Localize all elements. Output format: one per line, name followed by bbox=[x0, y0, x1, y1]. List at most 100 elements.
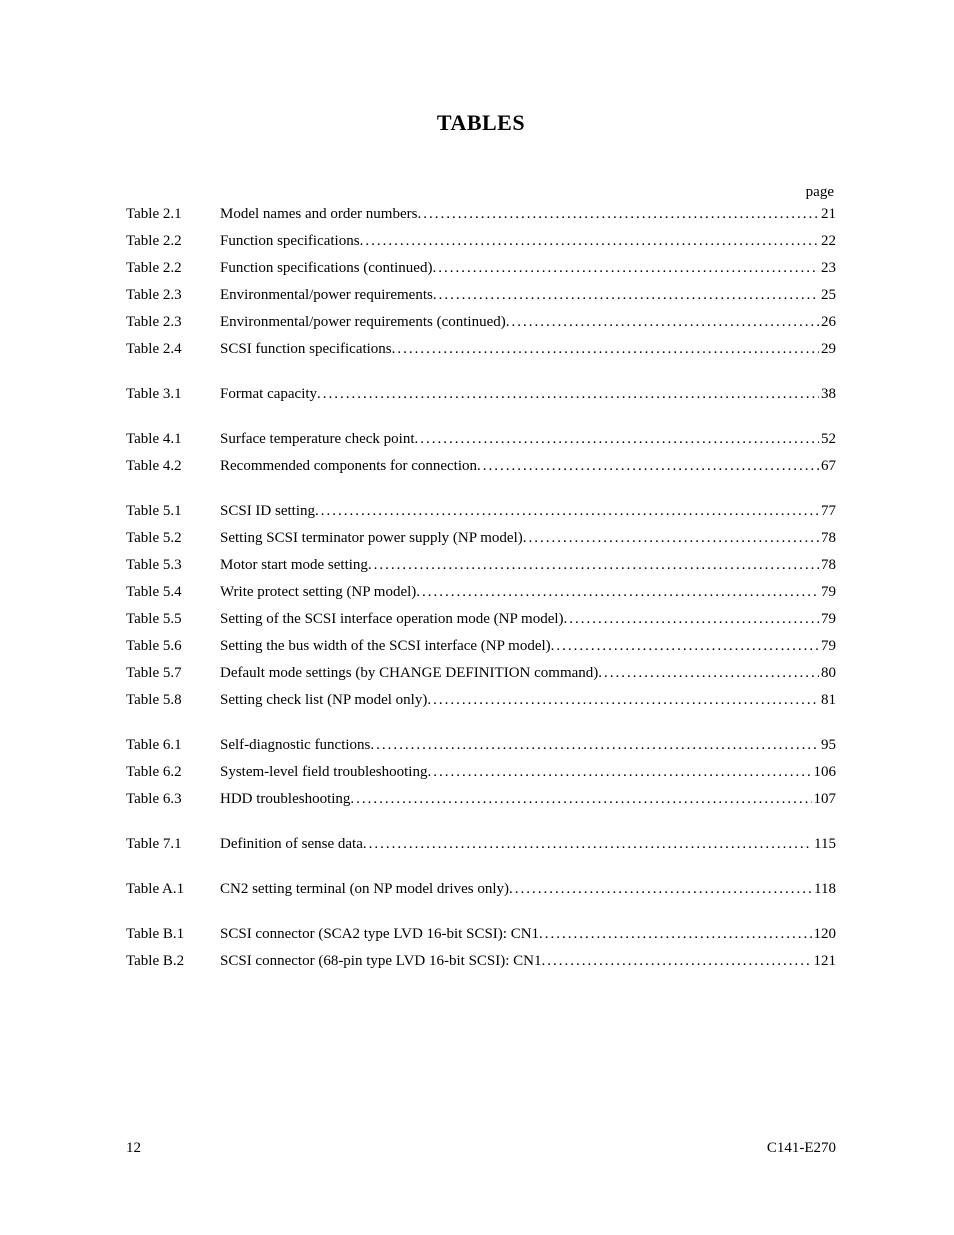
toc-entry-title: Environmental/power requirements bbox=[220, 288, 433, 303]
toc-entry-title: SCSI function specifications bbox=[220, 342, 392, 357]
toc-dot-leader bbox=[598, 666, 819, 681]
toc-entry-page: 79 bbox=[819, 639, 836, 654]
toc-entry-title: Surface temperature check point bbox=[220, 432, 415, 447]
toc-dot-leader bbox=[427, 765, 811, 780]
toc-entry-title: Recommended components for connection bbox=[220, 459, 477, 474]
toc-entry-page: 26 bbox=[819, 315, 836, 330]
toc-entry-label: Table 2.4 bbox=[126, 342, 220, 357]
toc-row: Table 6.3HDD troubleshooting 107 bbox=[126, 792, 836, 807]
toc-entry-label: Table 2.2 bbox=[126, 261, 220, 276]
toc-entry-label: Table 6.3 bbox=[126, 792, 220, 807]
toc-entry-label: Table 5.3 bbox=[126, 558, 220, 573]
toc-row: Table B.2SCSI connector (68-pin type LVD… bbox=[126, 954, 836, 969]
toc-group: Table 5.1SCSI ID setting77 Table 5.2Setti… bbox=[126, 504, 836, 708]
toc-row: Table 2.3Environmental/power requirement… bbox=[126, 288, 836, 303]
toc-dot-leader bbox=[564, 612, 819, 627]
toc-entry-page: 21 bbox=[819, 207, 836, 222]
toc-row: Table 2.4SCSI function specifications29 bbox=[126, 342, 836, 357]
toc-entry-page: 25 bbox=[819, 288, 836, 303]
toc-row: Table 2.1Model names and order numbers 21 bbox=[126, 207, 836, 222]
toc-dot-leader bbox=[368, 558, 819, 573]
toc-entry-page: 77 bbox=[819, 504, 836, 519]
toc-row: Table 2.2Function specifications (contin… bbox=[126, 261, 836, 276]
toc-entry-title: HDD troubleshooting bbox=[220, 792, 350, 807]
toc-entry-page: 38 bbox=[819, 387, 836, 402]
toc-entry-label: Table 7.1 bbox=[126, 837, 220, 852]
page-footer: 12 C141-E270 bbox=[126, 1140, 836, 1157]
toc-entry-label: Table 2.3 bbox=[126, 315, 220, 330]
toc-dot-leader bbox=[433, 288, 819, 303]
toc-group: Table 2.1Model names and order numbers 21… bbox=[126, 207, 836, 357]
toc-row: Table 7.1Definition of sense data115 bbox=[126, 837, 836, 852]
page-heading: TABLES bbox=[126, 110, 836, 136]
toc-entry-title: Default mode settings (by CHANGE DEFINIT… bbox=[220, 666, 598, 681]
toc-entry-page: 95 bbox=[819, 738, 836, 753]
toc-entry-page: 78 bbox=[819, 558, 836, 573]
toc-entry-title: SCSI connector (SCA2 type LVD 16-bit SCS… bbox=[220, 927, 539, 942]
toc-entry-page: 107 bbox=[812, 792, 837, 807]
toc-dot-leader bbox=[427, 693, 819, 708]
toc-entry-title: Model names and order numbers bbox=[220, 207, 417, 222]
toc-dot-leader bbox=[350, 792, 811, 807]
toc-entry-page: 79 bbox=[819, 612, 836, 627]
toc-row: Table 4.1Surface temperature check point… bbox=[126, 432, 836, 447]
toc-entry-title: Format capacity bbox=[220, 387, 317, 402]
toc-row: Table B.1SCSI connector (SCA2 type LVD 1… bbox=[126, 927, 836, 942]
toc-entry-page: 81 bbox=[819, 693, 836, 708]
toc-row: Table 5.6Setting the bus width of the SC… bbox=[126, 639, 836, 654]
toc-entry-title: Function specifications bbox=[220, 234, 360, 249]
toc-entry-title: Environmental/power requirements (contin… bbox=[220, 315, 506, 330]
toc-entry-title: Motor start mode setting bbox=[220, 558, 368, 573]
toc-entry-label: Table 4.2 bbox=[126, 459, 220, 474]
toc-entry-title: Setting the bus width of the SCSI interf… bbox=[220, 639, 551, 654]
toc-entry-page: 79 bbox=[819, 585, 836, 600]
toc-row: Table 5.7Default mode settings (by CHANG… bbox=[126, 666, 836, 681]
toc-entry-title: Write protect setting (NP model) bbox=[220, 585, 416, 600]
toc-dot-leader bbox=[416, 585, 819, 600]
page-column-label: page bbox=[126, 184, 836, 201]
tables-toc: Table 2.1Model names and order numbers 21… bbox=[126, 207, 836, 969]
toc-entry-label: Table 6.1 bbox=[126, 738, 220, 753]
toc-row: Table 5.5Setting of the SCSI interface o… bbox=[126, 612, 836, 627]
toc-entry-label: Table 2.3 bbox=[126, 288, 220, 303]
toc-dot-leader bbox=[315, 504, 819, 519]
toc-row: Table 5.3Motor start mode setting 78 bbox=[126, 558, 836, 573]
toc-group: Table 4.1Surface temperature check point… bbox=[126, 432, 836, 474]
toc-entry-page: 52 bbox=[819, 432, 836, 447]
toc-dot-leader bbox=[360, 234, 819, 249]
toc-dot-leader bbox=[477, 459, 819, 474]
toc-dot-leader bbox=[509, 882, 812, 897]
toc-dot-leader bbox=[415, 432, 820, 447]
toc-entry-title: SCSI connector (68-pin type LVD 16-bit S… bbox=[220, 954, 542, 969]
toc-dot-leader bbox=[432, 261, 819, 276]
toc-entry-title: Function specifications (continued) bbox=[220, 261, 432, 276]
toc-dot-leader bbox=[317, 387, 819, 402]
toc-entry-page: 67 bbox=[819, 459, 836, 474]
toc-entry-label: Table 5.7 bbox=[126, 666, 220, 681]
toc-group: Table 6.1Self-diagnostic functions95Tabl… bbox=[126, 738, 836, 807]
toc-group: Table 3.1Format capacity38 bbox=[126, 387, 836, 402]
toc-entry-page: 106 bbox=[812, 765, 837, 780]
toc-entry-title: Self-diagnostic functions bbox=[220, 738, 370, 753]
toc-dot-leader bbox=[392, 342, 819, 357]
toc-row: Table 5.1SCSI ID setting77 bbox=[126, 504, 836, 519]
toc-row: Table 6.2System-level field troubleshoot… bbox=[126, 765, 836, 780]
toc-entry-label: Table 4.1 bbox=[126, 432, 220, 447]
toc-entry-page: 78 bbox=[819, 531, 836, 546]
toc-entry-title: Definition of sense data bbox=[220, 837, 363, 852]
toc-group: Table B.1SCSI connector (SCA2 type LVD 1… bbox=[126, 927, 836, 969]
toc-dot-leader bbox=[506, 315, 819, 330]
toc-row: Table 6.1Self-diagnostic functions 95 bbox=[126, 738, 836, 753]
toc-entry-title: Setting of the SCSI interface operation … bbox=[220, 612, 564, 627]
footer-page-number: 12 bbox=[126, 1140, 141, 1157]
toc-entry-label: Table 2.1 bbox=[126, 207, 220, 222]
toc-row: Table 5.2Setting SCSI terminator power s… bbox=[126, 531, 836, 546]
toc-dot-leader bbox=[542, 954, 812, 969]
toc-row: Table A.1CN2 setting terminal (on NP mod… bbox=[126, 882, 836, 897]
toc-dot-leader bbox=[363, 837, 812, 852]
footer-doc-id: C141-E270 bbox=[767, 1140, 836, 1157]
toc-entry-page: 22 bbox=[819, 234, 836, 249]
toc-row: Table 2.3Environmental/power requirement… bbox=[126, 315, 836, 330]
toc-entry-page: 120 bbox=[812, 927, 837, 942]
toc-entry-label: Table 5.5 bbox=[126, 612, 220, 627]
